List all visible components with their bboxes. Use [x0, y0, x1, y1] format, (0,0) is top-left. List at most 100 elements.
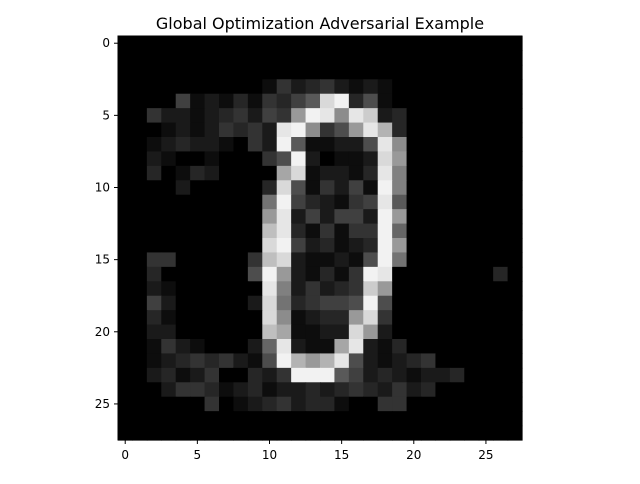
heatmap-cell	[348, 64, 364, 80]
y-tick-label: 15	[95, 253, 110, 267]
heatmap-cell	[320, 411, 336, 427]
heatmap-cell	[392, 425, 408, 441]
heatmap-cell	[146, 411, 162, 427]
heatmap-cell	[146, 353, 162, 369]
heatmap-cell	[421, 209, 437, 225]
heatmap-cell	[449, 411, 465, 427]
heatmap-cell	[118, 122, 134, 138]
heatmap-cell	[305, 79, 321, 95]
heatmap-cell	[233, 266, 249, 282]
heatmap-cell	[276, 36, 292, 52]
heatmap-cell	[291, 382, 307, 398]
heatmap-cell	[363, 425, 379, 441]
heatmap-cell	[305, 50, 321, 66]
heatmap-cell	[493, 411, 509, 427]
heatmap-cell	[305, 281, 321, 297]
heatmap-cell	[377, 194, 393, 210]
heatmap-cell	[219, 194, 235, 210]
heatmap-cell	[493, 108, 509, 124]
heatmap-cell	[175, 36, 191, 52]
heatmap-cell	[406, 396, 422, 412]
heatmap-cell	[132, 93, 148, 109]
heatmap-cell	[493, 151, 509, 167]
heatmap-cell	[132, 425, 148, 441]
heatmap-cell	[175, 79, 191, 95]
heatmap-cell	[146, 266, 162, 282]
heatmap-cell	[421, 324, 437, 340]
heatmap-cell	[175, 425, 191, 441]
heatmap-cell	[334, 295, 350, 311]
heatmap-cell	[377, 137, 393, 153]
heatmap-cell	[291, 223, 307, 239]
heatmap-cell	[247, 137, 263, 153]
heatmap-cell	[363, 108, 379, 124]
heatmap-cell	[493, 339, 509, 355]
heatmap-cell	[392, 238, 408, 254]
heatmap-cell	[204, 425, 220, 441]
heatmap-cell	[478, 281, 494, 297]
heatmap-cell	[161, 194, 177, 210]
heatmap-cell	[449, 209, 465, 225]
heatmap-cell	[377, 151, 393, 167]
heatmap-cell	[348, 252, 364, 268]
heatmap-cell	[118, 353, 134, 369]
heatmap-cell	[118, 252, 134, 268]
heatmap-cell	[377, 382, 393, 398]
heatmap-cell	[146, 238, 162, 254]
heatmap-cell	[146, 223, 162, 239]
heatmap-cell	[478, 93, 494, 109]
heatmap-cell	[305, 223, 321, 239]
heatmap-cell	[363, 382, 379, 398]
heatmap-cell	[377, 238, 393, 254]
heatmap-cell	[262, 396, 278, 412]
heatmap-cell	[392, 36, 408, 52]
heatmap-cell	[449, 281, 465, 297]
heatmap-cell	[478, 411, 494, 427]
heatmap-cell	[262, 180, 278, 196]
heatmap-cell	[406, 295, 422, 311]
heatmap-cell	[276, 180, 292, 196]
heatmap-cell	[421, 411, 437, 427]
heatmap-cell	[377, 324, 393, 340]
heatmap-cell	[219, 209, 235, 225]
heatmap-cell	[190, 382, 206, 398]
heatmap-cell	[132, 223, 148, 239]
heatmap-cell	[118, 238, 134, 254]
heatmap-cell	[449, 79, 465, 95]
heatmap-cell	[233, 425, 249, 441]
heatmap-cell	[118, 295, 134, 311]
heatmap-cell	[392, 180, 408, 196]
heatmap-cell	[493, 266, 509, 282]
heatmap-cell	[291, 266, 307, 282]
heatmap-cell	[161, 50, 177, 66]
heatmap-cell	[204, 281, 220, 297]
heatmap-cell	[478, 339, 494, 355]
heatmap-cell	[334, 310, 350, 326]
heatmap-cell	[464, 36, 480, 52]
heatmap-cell	[118, 79, 134, 95]
heatmap-cell	[392, 122, 408, 138]
heatmap-cell	[363, 396, 379, 412]
heatmap-cell	[262, 137, 278, 153]
heatmap-cell	[233, 137, 249, 153]
heatmap-cell	[421, 108, 437, 124]
heatmap-cell	[406, 180, 422, 196]
heatmap-cell	[377, 367, 393, 383]
heatmap-cell	[449, 122, 465, 138]
heatmap-cell	[377, 50, 393, 66]
heatmap-cell	[233, 382, 249, 398]
x-tick-label: 0	[121, 448, 129, 462]
heatmap-cell	[320, 194, 336, 210]
heatmap-cell	[175, 367, 191, 383]
heatmap-cell	[247, 64, 263, 80]
heatmap-cell	[262, 266, 278, 282]
heatmap-cell	[377, 209, 393, 225]
heatmap-cell	[507, 281, 523, 297]
heatmap-cell	[146, 396, 162, 412]
heatmap-cell	[320, 396, 336, 412]
heatmap-cell	[175, 194, 191, 210]
heatmap-cell	[363, 137, 379, 153]
x-axis: 0 5 10 15 20 25	[121, 440, 494, 462]
heatmap-cell	[334, 151, 350, 167]
heatmap-cell	[276, 266, 292, 282]
